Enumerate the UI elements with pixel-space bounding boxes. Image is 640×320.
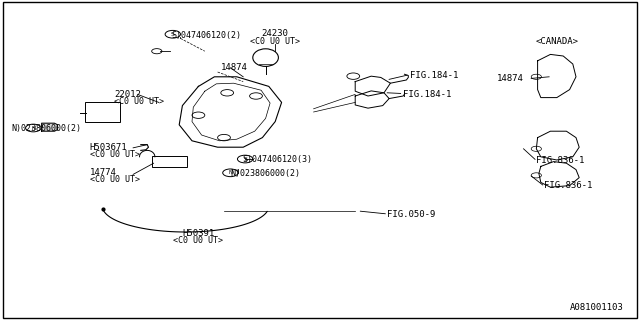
Text: 14874: 14874 bbox=[221, 63, 248, 72]
Text: S)047406120(3): S)047406120(3) bbox=[242, 155, 312, 164]
Text: S: S bbox=[243, 156, 247, 162]
Text: N)023806000(2): N)023806000(2) bbox=[12, 124, 81, 132]
Text: 14774: 14774 bbox=[90, 168, 116, 177]
Text: <CANADA>: <CANADA> bbox=[535, 37, 579, 46]
Text: FIG.184-1: FIG.184-1 bbox=[410, 71, 458, 80]
Text: 22012: 22012 bbox=[114, 90, 141, 99]
Text: FIG.836-1: FIG.836-1 bbox=[536, 156, 585, 164]
Text: FIG.184-1: FIG.184-1 bbox=[403, 90, 452, 99]
Text: 24230: 24230 bbox=[262, 29, 289, 38]
Text: S: S bbox=[171, 32, 175, 37]
Text: N: N bbox=[31, 125, 35, 131]
Text: <C0 U0 UT>: <C0 U0 UT> bbox=[173, 236, 223, 245]
Polygon shape bbox=[42, 123, 58, 131]
Text: <C0 U0 UT>: <C0 U0 UT> bbox=[114, 97, 164, 106]
Text: A081001103: A081001103 bbox=[570, 303, 624, 312]
Text: FIG.050-9: FIG.050-9 bbox=[387, 210, 436, 219]
FancyBboxPatch shape bbox=[85, 102, 120, 122]
Text: <C0 U0 UT>: <C0 U0 UT> bbox=[250, 37, 300, 46]
Text: H50391: H50391 bbox=[182, 229, 214, 238]
Text: N: N bbox=[228, 170, 232, 175]
Text: H503671: H503671 bbox=[90, 143, 127, 152]
FancyBboxPatch shape bbox=[152, 156, 187, 167]
Text: S)047406120(2): S)047406120(2) bbox=[172, 31, 241, 40]
Text: <C0 U0 UT>: <C0 U0 UT> bbox=[90, 175, 140, 184]
Text: N)023806000(2): N)023806000(2) bbox=[230, 169, 300, 178]
Text: FIG.836-1: FIG.836-1 bbox=[544, 181, 593, 190]
Text: <C0 U0 UT>: <C0 U0 UT> bbox=[90, 150, 140, 159]
Text: 14874: 14874 bbox=[497, 74, 524, 83]
